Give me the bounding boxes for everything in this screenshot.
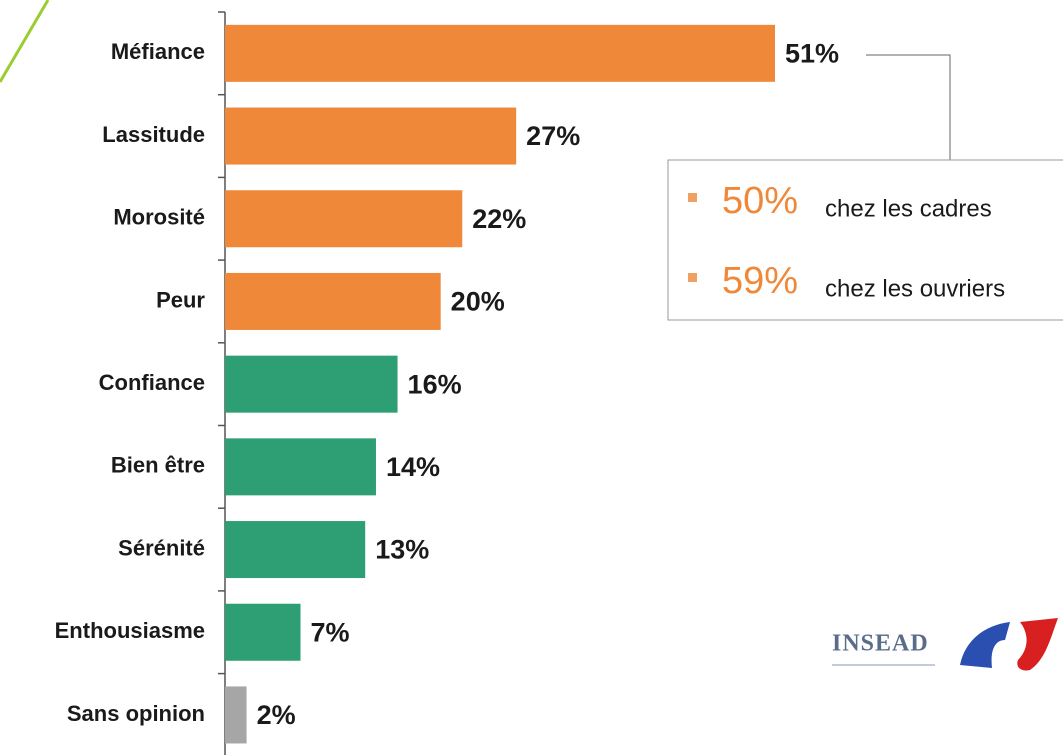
value-label: 22% bbox=[472, 204, 526, 234]
category-label: Méfiance bbox=[111, 39, 205, 64]
annotation-text: chez les ouvriers bbox=[825, 275, 1005, 302]
value-label: 16% bbox=[408, 369, 462, 399]
bullet bbox=[688, 193, 697, 202]
value-label: 51% bbox=[785, 38, 839, 68]
bullet bbox=[688, 273, 697, 282]
bar bbox=[225, 190, 463, 248]
category-label: Morosité bbox=[113, 205, 205, 230]
bar bbox=[225, 521, 366, 579]
value-label: 2% bbox=[257, 700, 296, 730]
bar bbox=[225, 603, 301, 661]
value-label: 13% bbox=[375, 535, 429, 565]
logo-mark bbox=[960, 622, 1010, 668]
category-label: Lassitude bbox=[102, 122, 205, 147]
value-label: 7% bbox=[310, 617, 349, 647]
decoration bbox=[0, 0, 50, 83]
bar bbox=[225, 24, 775, 82]
bar bbox=[225, 107, 517, 165]
bar bbox=[225, 686, 247, 744]
category-label: Confiance bbox=[99, 370, 205, 395]
bar bbox=[225, 272, 441, 330]
value-label: 27% bbox=[526, 121, 580, 151]
logo-text: INSEAD bbox=[832, 631, 929, 657]
annotation-text: chez les cadres bbox=[825, 195, 992, 222]
category-label: Enthousiasme bbox=[55, 618, 205, 643]
category-label: Peur bbox=[156, 287, 205, 312]
bar bbox=[225, 355, 398, 413]
category-label: Bien être bbox=[111, 453, 205, 478]
logo-mark bbox=[1017, 618, 1058, 671]
value-label: 20% bbox=[451, 287, 505, 317]
category-label: Sans opinion bbox=[67, 701, 205, 726]
annotation-value: 50% bbox=[722, 180, 798, 222]
annotation-box bbox=[667, 159, 1063, 321]
connector bbox=[866, 54, 951, 160]
annotation-value: 59% bbox=[722, 260, 798, 302]
value-label: 14% bbox=[386, 452, 440, 482]
bar bbox=[225, 438, 376, 496]
category-label: Sérénité bbox=[118, 535, 205, 560]
